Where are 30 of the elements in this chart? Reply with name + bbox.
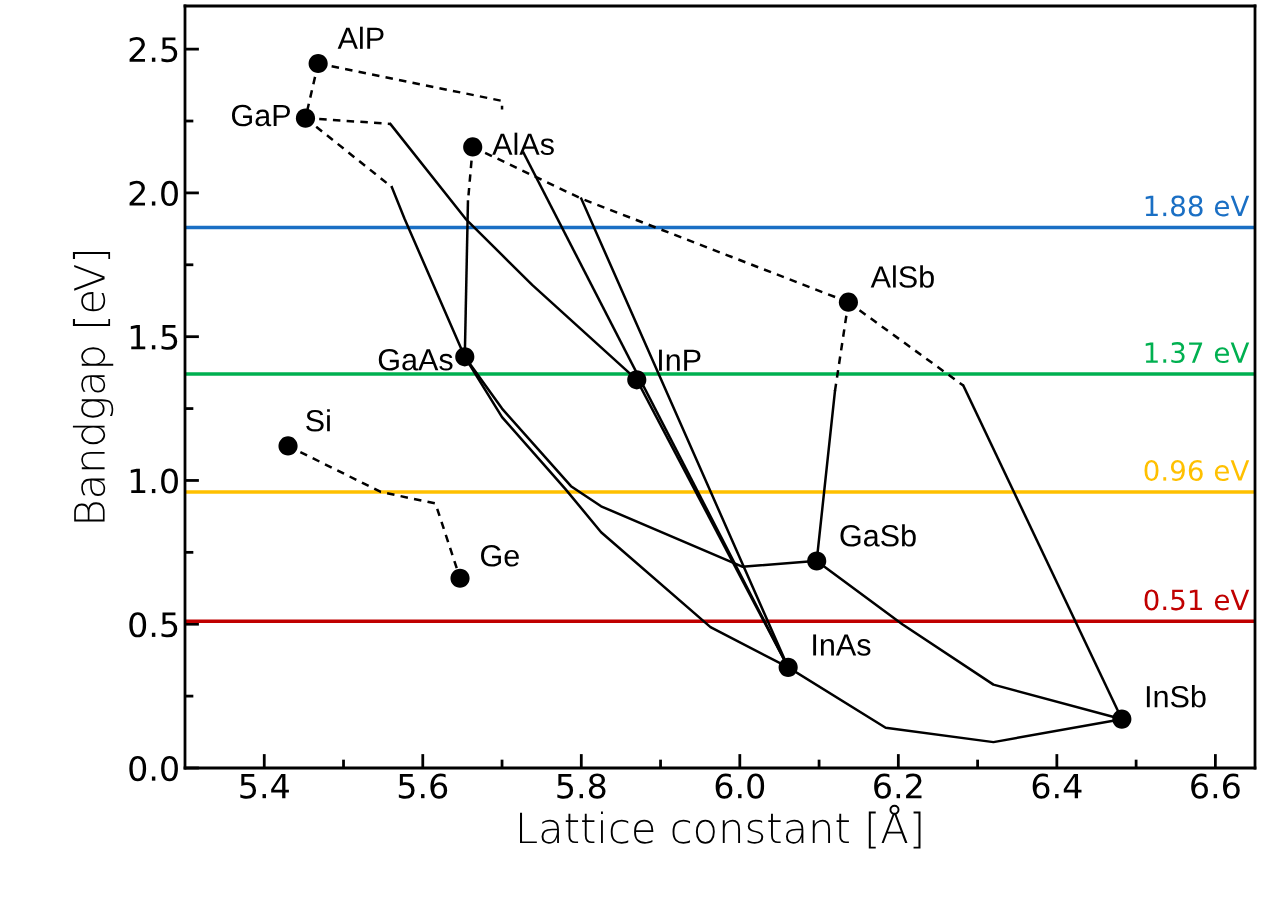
x-tick-label: 6.6 xyxy=(1191,773,1240,799)
x-tick-label: 6.4 xyxy=(1032,773,1082,799)
ref-line-label: 0.51 eV xyxy=(1144,589,1250,611)
annotation: GaSb xyxy=(840,524,916,547)
ref-line-label: 0.96 eV xyxy=(1144,460,1250,482)
x-tick-label: 5.4 xyxy=(240,773,289,799)
y-tick-label: 2.5 xyxy=(129,37,178,63)
annotation: Si xyxy=(306,409,330,432)
x-tick-label: 6.2 xyxy=(874,773,922,799)
y-tick-label: 2.0 xyxy=(129,180,178,207)
annotation: AlP xyxy=(337,26,384,49)
annotation: InP xyxy=(659,349,701,371)
y-axis-title: Bandgap [eV] xyxy=(72,251,114,522)
y-tick-label: 1.0 xyxy=(130,468,178,494)
x-tick-label: 5.8 xyxy=(557,773,606,799)
y-tick-label: 0.0 xyxy=(129,755,178,782)
x-axis-title: Lattice constant [Å] xyxy=(520,804,921,849)
annotation: InAs xyxy=(813,634,871,656)
y-tick-label: 1.5 xyxy=(130,325,178,350)
annotation: Ge xyxy=(481,544,519,567)
annotation: InSb xyxy=(1146,685,1206,708)
annotation: AlAs xyxy=(492,132,554,156)
y-tick-label: 0.5 xyxy=(129,612,178,638)
x-tick-label: 5.6 xyxy=(398,773,448,799)
annotation: GaP xyxy=(231,104,290,127)
annotation: GaAs xyxy=(378,348,453,371)
ref-line-label: 1.37 eV xyxy=(1145,342,1250,364)
annotation: AlSb xyxy=(870,265,934,288)
ref-line-label: 1.88 eV xyxy=(1145,195,1250,217)
x-tick-label: 6.0 xyxy=(715,773,765,799)
